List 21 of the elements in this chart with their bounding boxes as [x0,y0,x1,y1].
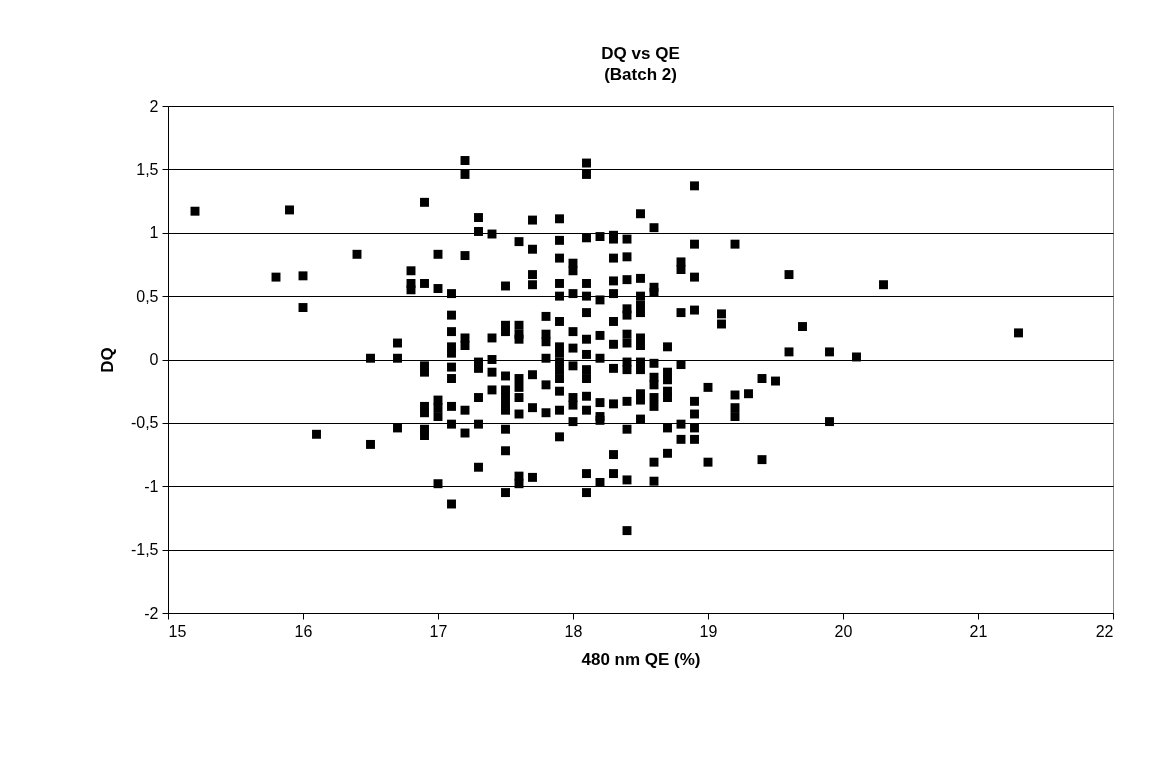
x-tick-label: 17 [429,622,448,640]
x-tick-label: 20 [834,622,853,640]
x-tick-label: 21 [969,622,988,640]
x-tick-label: 15 [168,622,187,640]
chart-title: DQ vs QE [601,44,680,63]
y-tick-label: 1 [149,224,159,242]
y-tick-label: -1,5 [130,541,159,559]
y-tick-label: 2 [149,97,159,115]
y-axis-title: DQ [97,347,117,373]
y-tick-label: 1,5 [136,160,159,178]
y-tick-label: -2 [144,604,159,622]
x-tick-label: 18 [564,622,583,640]
chart-subtitle: (Batch 2) [604,65,677,84]
y-tick-label: 0,5 [136,287,159,305]
y-tick-label: -1 [144,477,159,495]
x-tick-label: 22 [1095,622,1114,640]
y-tick-label: 0 [149,351,159,368]
y-tick-label: -0,5 [130,414,159,432]
x-axis-title: 480 nm QE (%) [581,649,701,669]
x-tick-label: 16 [294,622,313,640]
x-tick-label: 19 [699,622,718,640]
